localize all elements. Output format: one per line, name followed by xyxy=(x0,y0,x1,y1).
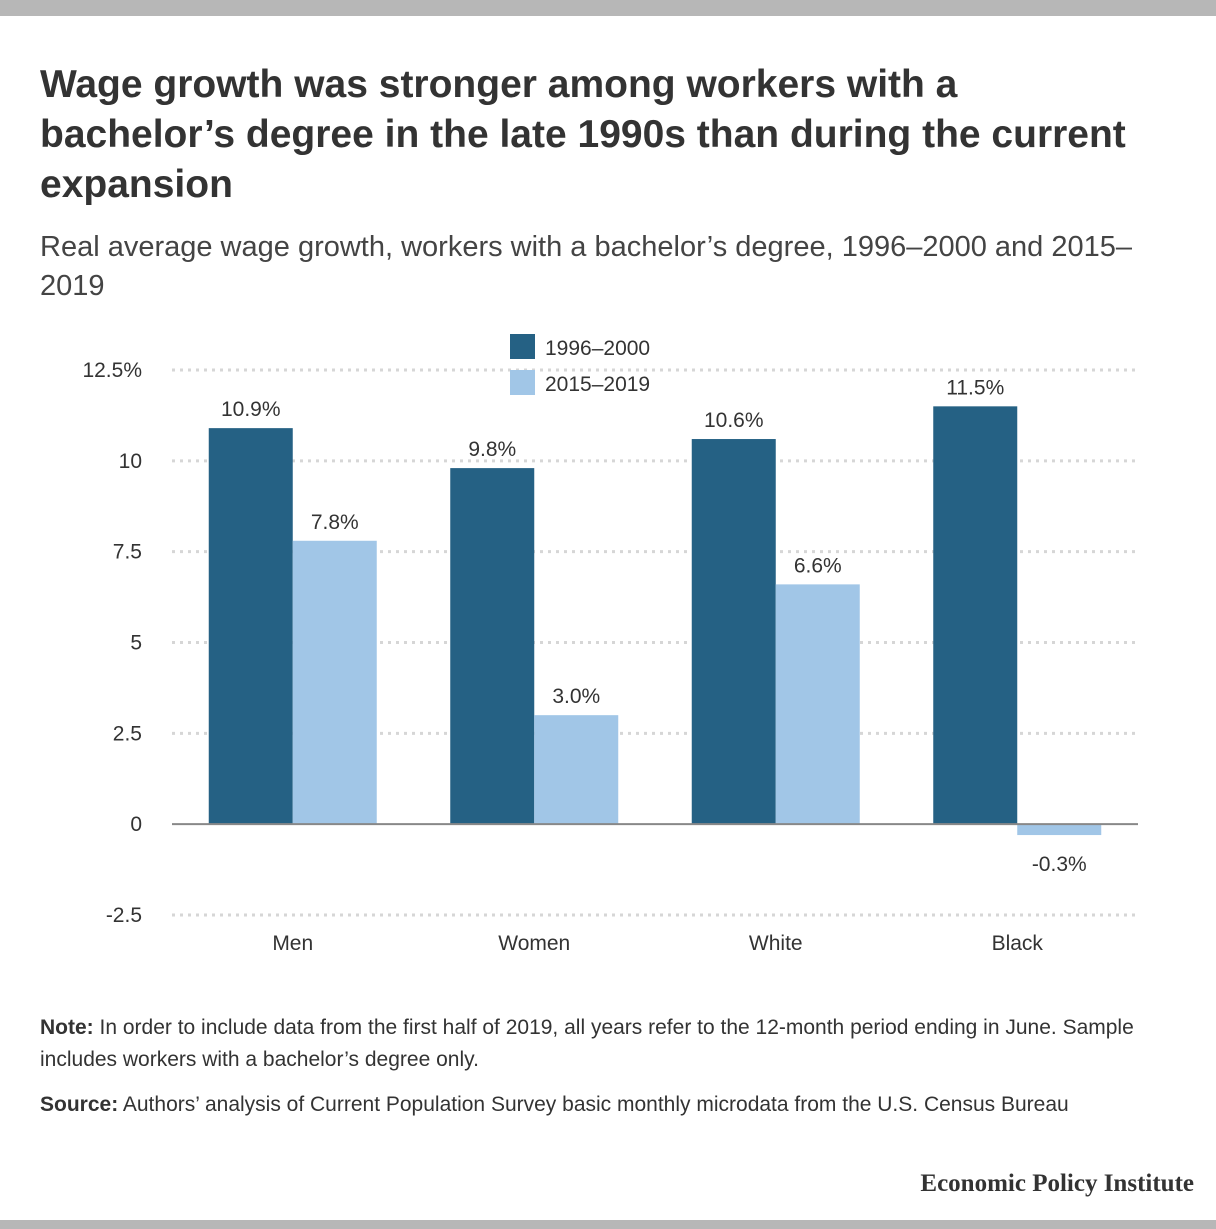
legend-label: 1996–2000 xyxy=(545,337,650,360)
y-tick-label: -2.5 xyxy=(106,904,142,927)
bar-series-1 xyxy=(691,439,776,825)
data-label: 7.8% xyxy=(311,511,359,534)
bar-series-2 xyxy=(1017,824,1102,836)
y-tick-label: 7.5 xyxy=(113,541,142,564)
bar-series-2 xyxy=(292,540,377,825)
y-tick-label: 12.5% xyxy=(82,359,142,382)
bar-series-1 xyxy=(933,406,1018,825)
x-tick-label: Black xyxy=(992,932,1044,955)
y-tick-label: 5 xyxy=(130,632,142,655)
data-label: 3.0% xyxy=(552,685,600,708)
data-label: 9.8% xyxy=(468,438,516,461)
chart-subtitle: Real average wage growth, workers with a… xyxy=(40,231,1132,302)
bottom-border-bar xyxy=(0,1220,1216,1229)
note-text: In order to include data from the first … xyxy=(40,1016,1134,1071)
data-label: -0.3% xyxy=(1032,853,1087,876)
chart-note: Note: In order to include data from the … xyxy=(40,1012,1180,1076)
y-tick-label: 0 xyxy=(130,813,142,836)
source-text: Authors’ analysis of Current Population … xyxy=(118,1093,1069,1116)
data-label: 10.9% xyxy=(221,398,281,421)
note-label: Note: xyxy=(40,1016,94,1039)
legend-swatch xyxy=(510,334,535,359)
chart-source: Source: Authors’ analysis of Current Pop… xyxy=(40,1089,1180,1121)
bar-series-2 xyxy=(775,584,860,825)
y-tick-label: 10 xyxy=(119,450,142,473)
bar-series-1 xyxy=(450,468,535,825)
bar-series-1 xyxy=(208,428,293,825)
bar-series-2 xyxy=(534,715,619,825)
legend-label: 2015–2019 xyxy=(545,373,650,396)
chart-title: Wage growth was stronger among workers w… xyxy=(40,63,1126,206)
x-tick-label: Women xyxy=(498,932,570,955)
bar-chart: -2.5 0 2.5 5 7.5 10 12.5% 10.9% 7.8% Men 9.8% 3.0% W… xyxy=(82,334,1138,955)
source-label: Source: xyxy=(40,1093,119,1116)
top-border-bar xyxy=(0,0,1216,16)
y-tick-label: 2.5 xyxy=(113,722,142,745)
data-label: 6.6% xyxy=(794,554,842,577)
data-label: 11.5% xyxy=(946,376,1004,399)
x-tick-label: Men xyxy=(272,932,313,955)
brand-logo-text: Economic Policy Institute xyxy=(920,1170,1194,1197)
legend-swatch xyxy=(510,370,535,395)
x-tick-label: White xyxy=(749,932,803,955)
data-label: 10.6% xyxy=(704,409,764,432)
